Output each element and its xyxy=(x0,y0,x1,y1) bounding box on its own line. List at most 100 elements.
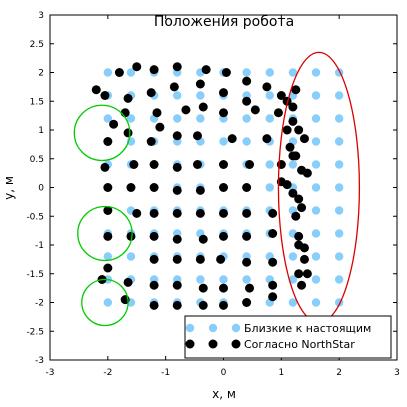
reference-point xyxy=(311,229,321,238)
northstar-point xyxy=(100,162,110,172)
reference-point xyxy=(334,229,344,238)
northstar-point xyxy=(181,105,191,115)
northstar-point xyxy=(294,194,304,204)
northstar-point xyxy=(242,257,252,267)
reference-point xyxy=(311,183,321,192)
reference-point xyxy=(334,183,344,192)
northstar-point xyxy=(294,125,304,135)
x-tick-label: -2 xyxy=(103,368,112,378)
legend-reference-marker-3 xyxy=(231,323,241,333)
northstar-point xyxy=(103,231,113,241)
northstar-point xyxy=(294,240,304,250)
reference-point xyxy=(173,114,182,123)
northstar-point xyxy=(245,283,255,293)
northstar-point xyxy=(282,180,292,190)
northstar-point xyxy=(219,88,228,98)
reference-point xyxy=(265,160,274,169)
northstar-point xyxy=(149,300,159,310)
northstar-point xyxy=(273,108,283,118)
y-tick-label: 0 xyxy=(38,184,44,194)
reference-point xyxy=(311,298,321,307)
reference-point xyxy=(334,137,344,146)
northstar-point xyxy=(149,183,159,192)
northstar-point xyxy=(219,231,228,241)
legend-northstar-marker-3 xyxy=(231,339,241,349)
northstar-point xyxy=(288,151,298,161)
reference-point xyxy=(242,68,251,77)
reference-point xyxy=(242,137,251,146)
northstar-point xyxy=(172,254,182,264)
northstar-point xyxy=(91,85,101,95)
northstar-point xyxy=(103,206,113,215)
northstar-point xyxy=(242,298,252,307)
northstar-point xyxy=(149,208,159,218)
northstar-point xyxy=(172,208,182,218)
northstar-point xyxy=(146,88,156,98)
reference-point xyxy=(334,91,344,100)
northstar-point xyxy=(268,292,278,302)
x-axis-title: x, м xyxy=(212,387,236,401)
northstar-point xyxy=(291,211,301,221)
reference-point xyxy=(311,160,321,169)
northstar-point xyxy=(123,93,133,103)
northstar-point xyxy=(155,122,165,132)
y-tick-label: -1.5 xyxy=(26,270,44,280)
northstar-point xyxy=(262,134,272,144)
annotation-green-circle xyxy=(77,205,133,262)
northstar-point xyxy=(123,128,133,138)
northstar-point xyxy=(268,208,278,218)
northstar-point xyxy=(120,108,130,118)
chart-title: Положения робота xyxy=(154,14,294,30)
y-tick-label: 2 xyxy=(38,69,44,79)
northstar-point xyxy=(172,280,182,290)
northstar-point xyxy=(103,137,113,146)
northstar-point xyxy=(294,269,304,279)
northstar-point xyxy=(172,234,182,244)
x-tick-label: -1 xyxy=(161,368,170,378)
northstar-point xyxy=(242,208,252,218)
northstar-point xyxy=(242,96,252,106)
northstar-point xyxy=(250,105,260,115)
reference-point xyxy=(334,160,344,169)
x-tick-label: 3 xyxy=(394,368,400,378)
reference-point xyxy=(196,275,205,284)
legend-box xyxy=(184,315,392,359)
northstar-point xyxy=(192,160,202,169)
northstar-point xyxy=(195,79,205,89)
reference-point xyxy=(288,298,298,307)
reference-point xyxy=(311,68,321,77)
reference-point xyxy=(242,114,251,123)
northstar-point xyxy=(219,283,228,293)
reference-point xyxy=(265,183,274,192)
reference-point xyxy=(265,91,274,100)
legend-northstar-marker-1 xyxy=(185,339,195,349)
legend-reference-marker-2 xyxy=(208,323,218,333)
y-tick-label: 2.5 xyxy=(30,40,44,50)
northstar-point xyxy=(268,257,278,267)
y-tick-label: -3 xyxy=(35,356,44,366)
reference-point xyxy=(196,114,205,123)
reference-point xyxy=(334,275,344,284)
northstar-point xyxy=(126,231,136,241)
northstar-point xyxy=(103,183,113,192)
northstar-point xyxy=(242,231,252,241)
northstar-point xyxy=(172,131,182,141)
northstar-point xyxy=(169,82,179,92)
northstar-point xyxy=(198,300,208,310)
reference-point xyxy=(288,160,298,169)
northstar-point xyxy=(198,234,208,244)
reference-point xyxy=(126,252,136,261)
x-tick-label: 0 xyxy=(221,368,227,378)
northstar-point xyxy=(242,183,252,192)
reference-point xyxy=(311,137,321,146)
northstar-point xyxy=(129,160,139,169)
y-tick-label: -2 xyxy=(35,299,44,309)
reference-point xyxy=(219,275,228,284)
northstar-point xyxy=(195,254,205,264)
reference-point xyxy=(242,275,251,284)
northstar-point xyxy=(276,160,286,169)
northstar-point xyxy=(114,68,124,77)
northstar-point xyxy=(242,76,252,86)
northstar-point xyxy=(299,254,309,264)
